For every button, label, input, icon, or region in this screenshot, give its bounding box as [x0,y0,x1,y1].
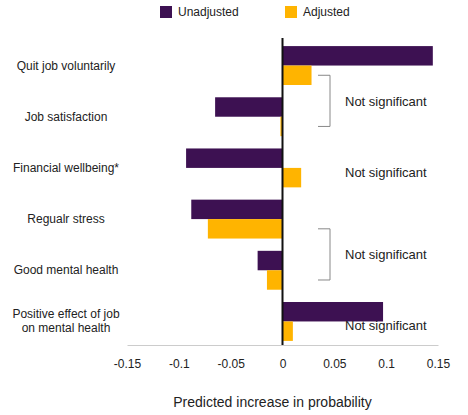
x-tick-label: 0.05 [323,357,347,371]
annotation-bracket [318,229,330,280]
annotation: Not significant [345,94,427,109]
y-tick-label-line: Quit job voluntarily [17,59,116,73]
legend-swatch [285,6,297,18]
x-axis-title: Predicted increase in probability [173,394,371,410]
annotation-bracket [318,75,330,126]
annotation: Not significant [345,165,427,180]
x-tick: -0.15 [114,345,142,371]
bar [283,66,312,85]
bar [186,148,282,167]
zero-line [282,38,284,345]
y-tick-label-line: Good mental health [14,263,119,277]
x-tick-label: -0.05 [217,357,245,371]
legend-swatch [160,6,172,18]
x-tick: -0.1 [169,345,190,371]
bar [283,46,433,65]
x-tick: 0.1 [378,345,395,371]
bars [186,46,433,341]
y-tick-label: Job satisfaction [25,110,108,124]
y-tick-label-line: Job satisfaction [25,110,108,124]
y-tick-label-line: on mental health [22,321,111,335]
y-tick-label: Good mental health [14,263,119,277]
y-axis: Quit job voluntarily Job satisfaction Fina… [12,59,120,336]
x-axis: -0.15 -0.1 -0.05 0 0.05 0.1 0.15 [114,345,451,371]
chart: -0.15 -0.1 -0.05 0 0.05 0.1 0.15 Predicted incr… [0,0,468,415]
legend-label: Adjusted [303,5,350,19]
annotation: Not significant [345,247,427,262]
annotation: Not significant [345,318,427,333]
series-0 [186,46,433,321]
x-tick-label: -0.1 [169,357,190,371]
x-tick-label: -0.15 [114,357,142,371]
x-tick-label: 0 [280,357,287,371]
y-tick-label: Positive effect of jobon mental health [12,307,120,335]
y-tick-label-line: Positive effect of job [12,307,120,321]
x-tick: 0.05 [323,345,347,371]
x-axis-line [128,345,439,346]
bar [191,200,282,219]
bar [208,219,283,238]
x-tick-label: 0.15 [427,357,451,371]
x-tick: 0.15 [427,345,451,371]
y-tick-label-line: Regualr stress [27,212,104,226]
x-tick-label: 0.1 [378,357,395,371]
y-tick-label: Regualr stress [27,212,104,226]
bar [267,270,283,289]
bar [258,251,283,270]
legend-label: Unadjusted [178,5,239,19]
x-tick: -0.05 [217,345,245,371]
y-tick-label: Quit job voluntarily [17,59,116,73]
x-tick: 0 [280,345,287,371]
bar [215,97,282,116]
bar [283,321,293,340]
y-tick-label: Financial wellbeing* [13,161,119,175]
legend: Unadjusted Adjusted [160,5,350,19]
y-tick-label-line: Financial wellbeing* [13,161,119,175]
series-1 [208,66,312,341]
bar [283,168,302,187]
annotations: Not significant Not significant Not signif… [318,75,427,333]
